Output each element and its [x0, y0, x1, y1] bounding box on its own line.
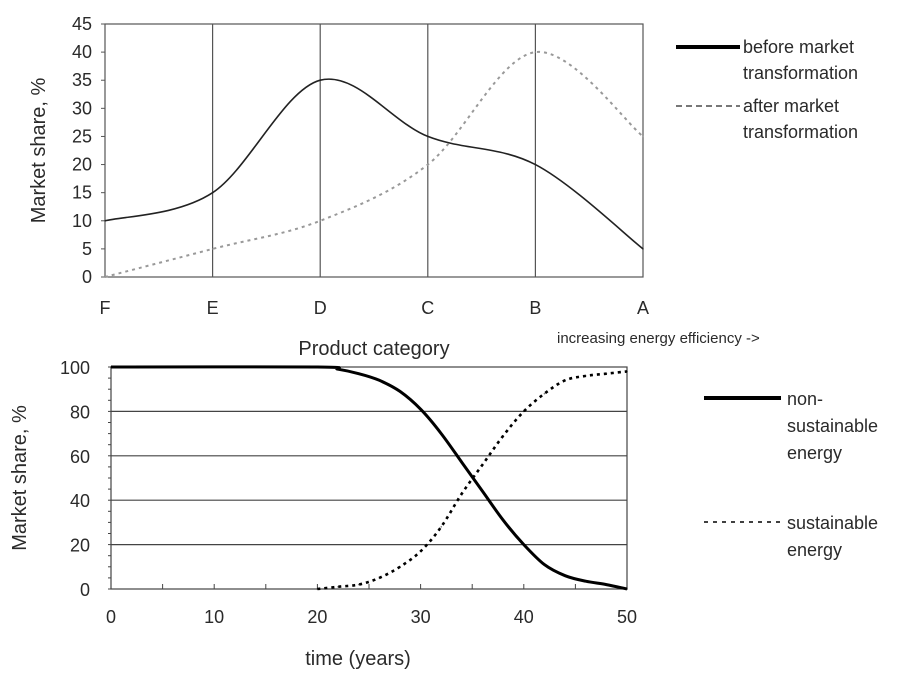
data-point [543, 392, 546, 395]
series-line-non-sustainable-energy [110, 365, 628, 591]
data-point [502, 519, 504, 521]
data-point [461, 461, 463, 464]
x-tick-label: C [421, 298, 434, 318]
data-point [357, 583, 360, 586]
legend-label: transformation [743, 63, 858, 83]
data-point [378, 379, 381, 382]
y-tick-label: 40 [72, 42, 92, 62]
data-point [104, 276, 106, 278]
data-point [642, 135, 644, 138]
x-axis-label: Product category [298, 338, 449, 360]
x-tick-label: 20 [307, 607, 327, 627]
legend-label: transformation [743, 122, 858, 142]
x-tick-label: 0 [106, 607, 116, 627]
data-point [357, 372, 360, 375]
y-tick-label: 15 [72, 183, 92, 203]
legend-label: after market [743, 96, 839, 116]
data-point [642, 248, 644, 250]
data-point [461, 492, 463, 495]
x-tick-label: F [100, 298, 111, 318]
data-point [523, 410, 525, 413]
legend-label: energy [787, 443, 842, 463]
chart-top-market-share-by-category: F E D C B A 0 5 10 15 20 25 30 35 40 45 Market share, % P… [28, 14, 858, 360]
data-point [211, 191, 214, 194]
data-point [319, 79, 322, 82]
data-point [626, 588, 628, 590]
data-point [378, 577, 381, 579]
y-tick-label: 80 [70, 402, 90, 422]
legend-label: sustainable [787, 513, 878, 533]
data-point [337, 368, 339, 371]
data-point [534, 51, 537, 53]
y-tick-label: 10 [72, 211, 92, 231]
series-line-before-transformation [104, 78, 644, 250]
legend-label: non- [787, 389, 823, 409]
data-point [337, 585, 339, 588]
data-point [481, 463, 484, 466]
data-point [427, 163, 429, 166]
y-tick-label: 60 [70, 447, 90, 467]
data-point [419, 408, 422, 410]
y-tick-label: 0 [80, 580, 90, 600]
legend-label: before market [743, 37, 854, 57]
data-point [319, 219, 322, 222]
y-tick-label: 30 [72, 98, 92, 118]
data-point [543, 563, 546, 566]
x-tick-label: 40 [514, 607, 534, 627]
data-point [316, 366, 319, 368]
x-tick-label: 50 [617, 607, 637, 627]
chart-bottom-market-share-over-time: 0 20 40 60 80 100 0 10 20 30 40 50 Market share, % ti… [9, 358, 878, 670]
data-point [427, 135, 429, 138]
y-tick-label: 100 [60, 358, 90, 378]
data-point [104, 219, 106, 222]
y-tick-label: 20 [72, 155, 92, 175]
y-axis-label: Market share, % [9, 405, 31, 551]
x-tick-label: 30 [411, 607, 431, 627]
data-point [564, 379, 566, 382]
data-point [110, 366, 112, 368]
plot-frame [104, 23, 644, 278]
y-tick-label: 25 [72, 126, 92, 146]
plot-frame [110, 366, 628, 590]
data-point [316, 588, 319, 590]
legend-label: sustainable [787, 416, 878, 436]
y-tick-label: 5 [82, 239, 92, 259]
y-tick-label: 35 [72, 70, 92, 90]
series-line-after-transformation [104, 51, 644, 278]
series-line-sustainable-energy [317, 370, 628, 591]
data-point [211, 248, 214, 250]
data-point [440, 526, 443, 528]
data-point [399, 390, 401, 393]
x-tick-label: E [207, 298, 219, 318]
data-point [534, 163, 537, 166]
x-tick-label: 10 [204, 607, 224, 627]
data-point [626, 370, 628, 373]
data-point [502, 435, 504, 437]
data-point [584, 375, 587, 377]
energy-efficiency-annotation: increasing energy efficiency -> [557, 330, 760, 347]
x-tick-label: A [637, 298, 649, 318]
data-point [440, 432, 443, 435]
data-point [584, 580, 587, 583]
y-axis-label: Market share, % [28, 77, 50, 223]
y-tick-label: 20 [70, 536, 90, 556]
data-point [419, 550, 422, 553]
y-tick-label: 45 [72, 14, 92, 34]
y-tick-label: 40 [70, 491, 90, 511]
y-tick-label: 0 [82, 267, 92, 287]
data-point [605, 583, 608, 586]
data-point [564, 574, 566, 577]
data-point [523, 543, 525, 546]
data-point [605, 372, 608, 375]
data-point [399, 566, 401, 568]
x-axis-label: time (years) [305, 648, 411, 670]
x-tick-label: B [529, 298, 541, 318]
data-point [481, 490, 484, 493]
legend-label: energy [787, 540, 842, 560]
x-tick-label: D [314, 298, 327, 318]
